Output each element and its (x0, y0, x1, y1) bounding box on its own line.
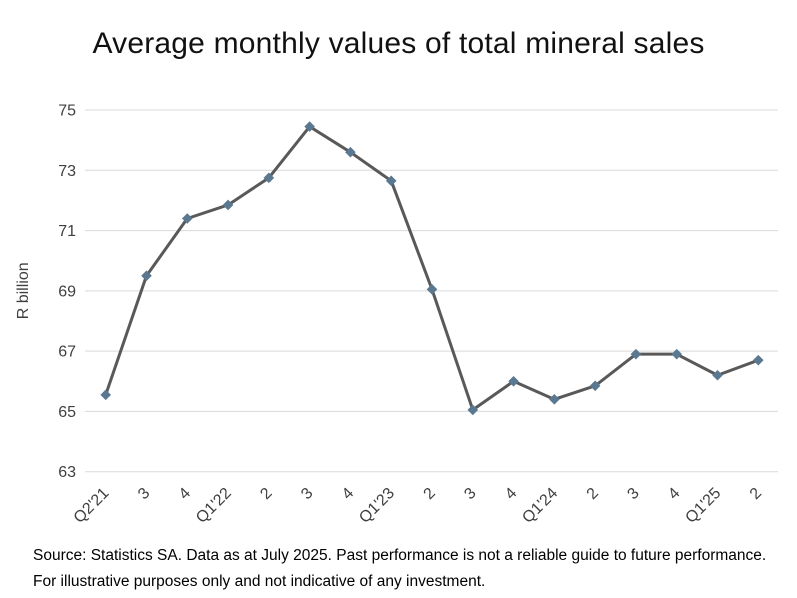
x-tick-label: 4 (502, 485, 520, 503)
data-point-marker (263, 172, 275, 184)
data-point-marker (467, 404, 479, 416)
x-tick-label: 3 (461, 485, 479, 503)
data-point-marker (426, 284, 438, 295)
x-tick-label: Q1'24 (519, 485, 561, 527)
y-axis-title: R billion (15, 262, 32, 319)
x-tick-label: Q1'23 (356, 485, 398, 527)
data-point-marker (345, 146, 356, 158)
y-tick-label: 67 (58, 344, 76, 361)
x-tick-label: 2 (257, 485, 275, 503)
data-point-marker (589, 380, 601, 392)
y-tick-label: 69 (58, 283, 76, 300)
x-tick-label: 2 (747, 485, 765, 503)
x-tick-label: 3 (135, 485, 153, 503)
x-tick-label: 2 (584, 485, 602, 503)
data-point-marker (181, 213, 193, 224)
x-tick-label: 4 (176, 485, 194, 503)
data-point-marker (549, 394, 560, 405)
y-tick-label: 65 (58, 404, 76, 421)
data-point-marker (141, 270, 152, 282)
x-tick-label: Q1'22 (193, 485, 235, 527)
data-point-marker (222, 199, 234, 211)
data-point-marker (671, 348, 683, 360)
data-point-marker (304, 121, 315, 132)
data-point-marker (100, 389, 111, 401)
chart-title: Average monthly values of total mineral … (92, 27, 705, 60)
data-point-marker (385, 175, 397, 187)
source-disclaimer: Source: Statistics SA. Data as at July 2… (33, 547, 767, 590)
y-tick-label: 75 (58, 103, 76, 120)
x-tick-label: 3 (298, 485, 316, 503)
data-point-marker (508, 375, 519, 387)
x-tick-label: Q2'21 (71, 485, 113, 527)
series-line (104, 125, 760, 412)
data-point-marker (712, 369, 723, 381)
x-tick-label: 4 (339, 485, 357, 503)
y-tick-label: 73 (58, 163, 76, 180)
x-tick-label: 4 (665, 485, 683, 503)
data-point-marker (630, 348, 642, 360)
y-tick-label: 71 (58, 223, 76, 240)
x-tick-label: 2 (421, 485, 439, 503)
data-point-marker (753, 354, 764, 366)
x-tick-label: Q1'25 (682, 485, 724, 527)
x-tick-label: 3 (624, 485, 642, 503)
y-tick-label: 63 (58, 464, 76, 481)
